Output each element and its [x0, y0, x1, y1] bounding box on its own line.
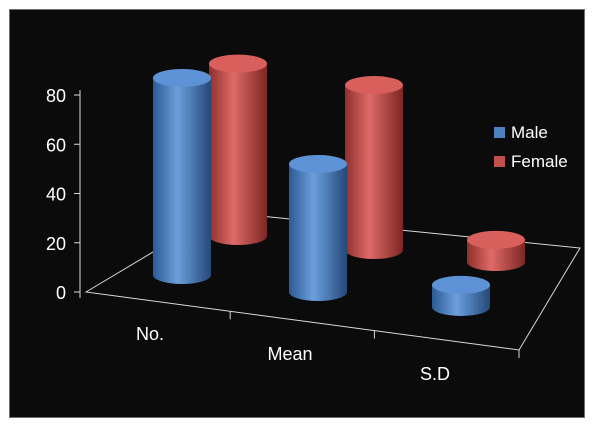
legend-swatch-female	[494, 156, 505, 167]
bar-body	[153, 78, 211, 284]
bars	[153, 54, 525, 316]
y-tick-label-20: 20	[46, 234, 66, 254]
bar-female-no	[209, 54, 267, 245]
y-tick-label-0: 0	[56, 283, 66, 303]
bar-top	[289, 154, 347, 173]
bar-top	[345, 76, 403, 95]
legend-label-female: Female	[511, 152, 568, 171]
bar-top	[467, 230, 525, 249]
y-tick-label-40: 40	[46, 185, 66, 205]
legend-swatch-male	[494, 127, 505, 138]
bar-top	[432, 275, 490, 294]
bar-body	[209, 63, 267, 245]
bar-female-s-d	[467, 230, 525, 271]
y-tick-label-60: 60	[46, 135, 66, 155]
value-axis: 0 20 40 60 80 No. Mean S.D	[46, 86, 450, 384]
legend-label-male: Male	[511, 123, 548, 142]
bar-male-s-d	[432, 275, 490, 316]
category-label-no: No.	[136, 324, 164, 344]
bar-body	[289, 163, 347, 301]
bar-top	[153, 69, 211, 87]
y-tick-label-80: 80	[46, 86, 66, 106]
category-label-mean: Mean	[267, 344, 312, 364]
bar-female-mean	[345, 76, 403, 259]
bar-male-mean	[289, 154, 347, 301]
bar-male-no	[153, 69, 211, 284]
bar-top	[209, 54, 267, 73]
legend: Male Female	[494, 123, 568, 171]
bar-body	[345, 85, 403, 259]
category-label-s-d: S.D	[420, 364, 450, 384]
